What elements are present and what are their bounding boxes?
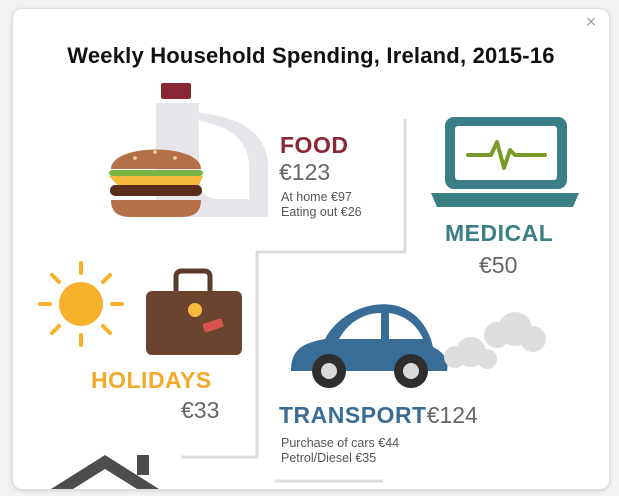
- medical-amount: €50: [479, 252, 518, 278]
- transport-label: TRANSPORT: [279, 402, 427, 428]
- transport-detail-list: Purchase of cars €44 Petrol/Diesel €35: [281, 436, 399, 466]
- transport-amount: €124: [426, 402, 478, 428]
- exhaust-smoke-icon: [444, 312, 546, 369]
- food-detail-list: At home €97 Eating out €26: [281, 190, 362, 220]
- infographic-dialog: × Weekly Household Spending, Ireland, 20…: [12, 8, 610, 490]
- section-divider: [181, 119, 407, 483]
- medical-label: MEDICAL: [445, 220, 554, 246]
- dialog-title: Weekly Household Spending, Ireland, 2015…: [67, 43, 555, 68]
- food-detail-home: At home €97: [281, 190, 352, 204]
- food-label: FOOD: [280, 132, 349, 158]
- holidays-label: HOLIDAYS: [91, 367, 212, 393]
- food-detail-out: Eating out €26: [281, 205, 362, 219]
- close-icon[interactable]: ×: [585, 14, 597, 30]
- suitcase-icon: [146, 268, 242, 355]
- infographic-artwork: [38, 83, 579, 489]
- house-icon: [51, 455, 159, 489]
- transport-heading: TRANSPORT€124: [279, 402, 478, 429]
- food-amount: €123: [279, 159, 331, 185]
- milk-jug-icon: [156, 83, 268, 217]
- sun-icon: [38, 261, 124, 347]
- laptop-heartbeat-icon: [431, 117, 579, 207]
- car-icon: [291, 304, 448, 388]
- holidays-amount: €33: [181, 397, 220, 423]
- transport-detail-cars: Purchase of cars €44: [281, 436, 400, 450]
- burger-icon: [109, 149, 203, 217]
- transport-detail-fuel: Petrol/Diesel €35: [281, 451, 377, 465]
